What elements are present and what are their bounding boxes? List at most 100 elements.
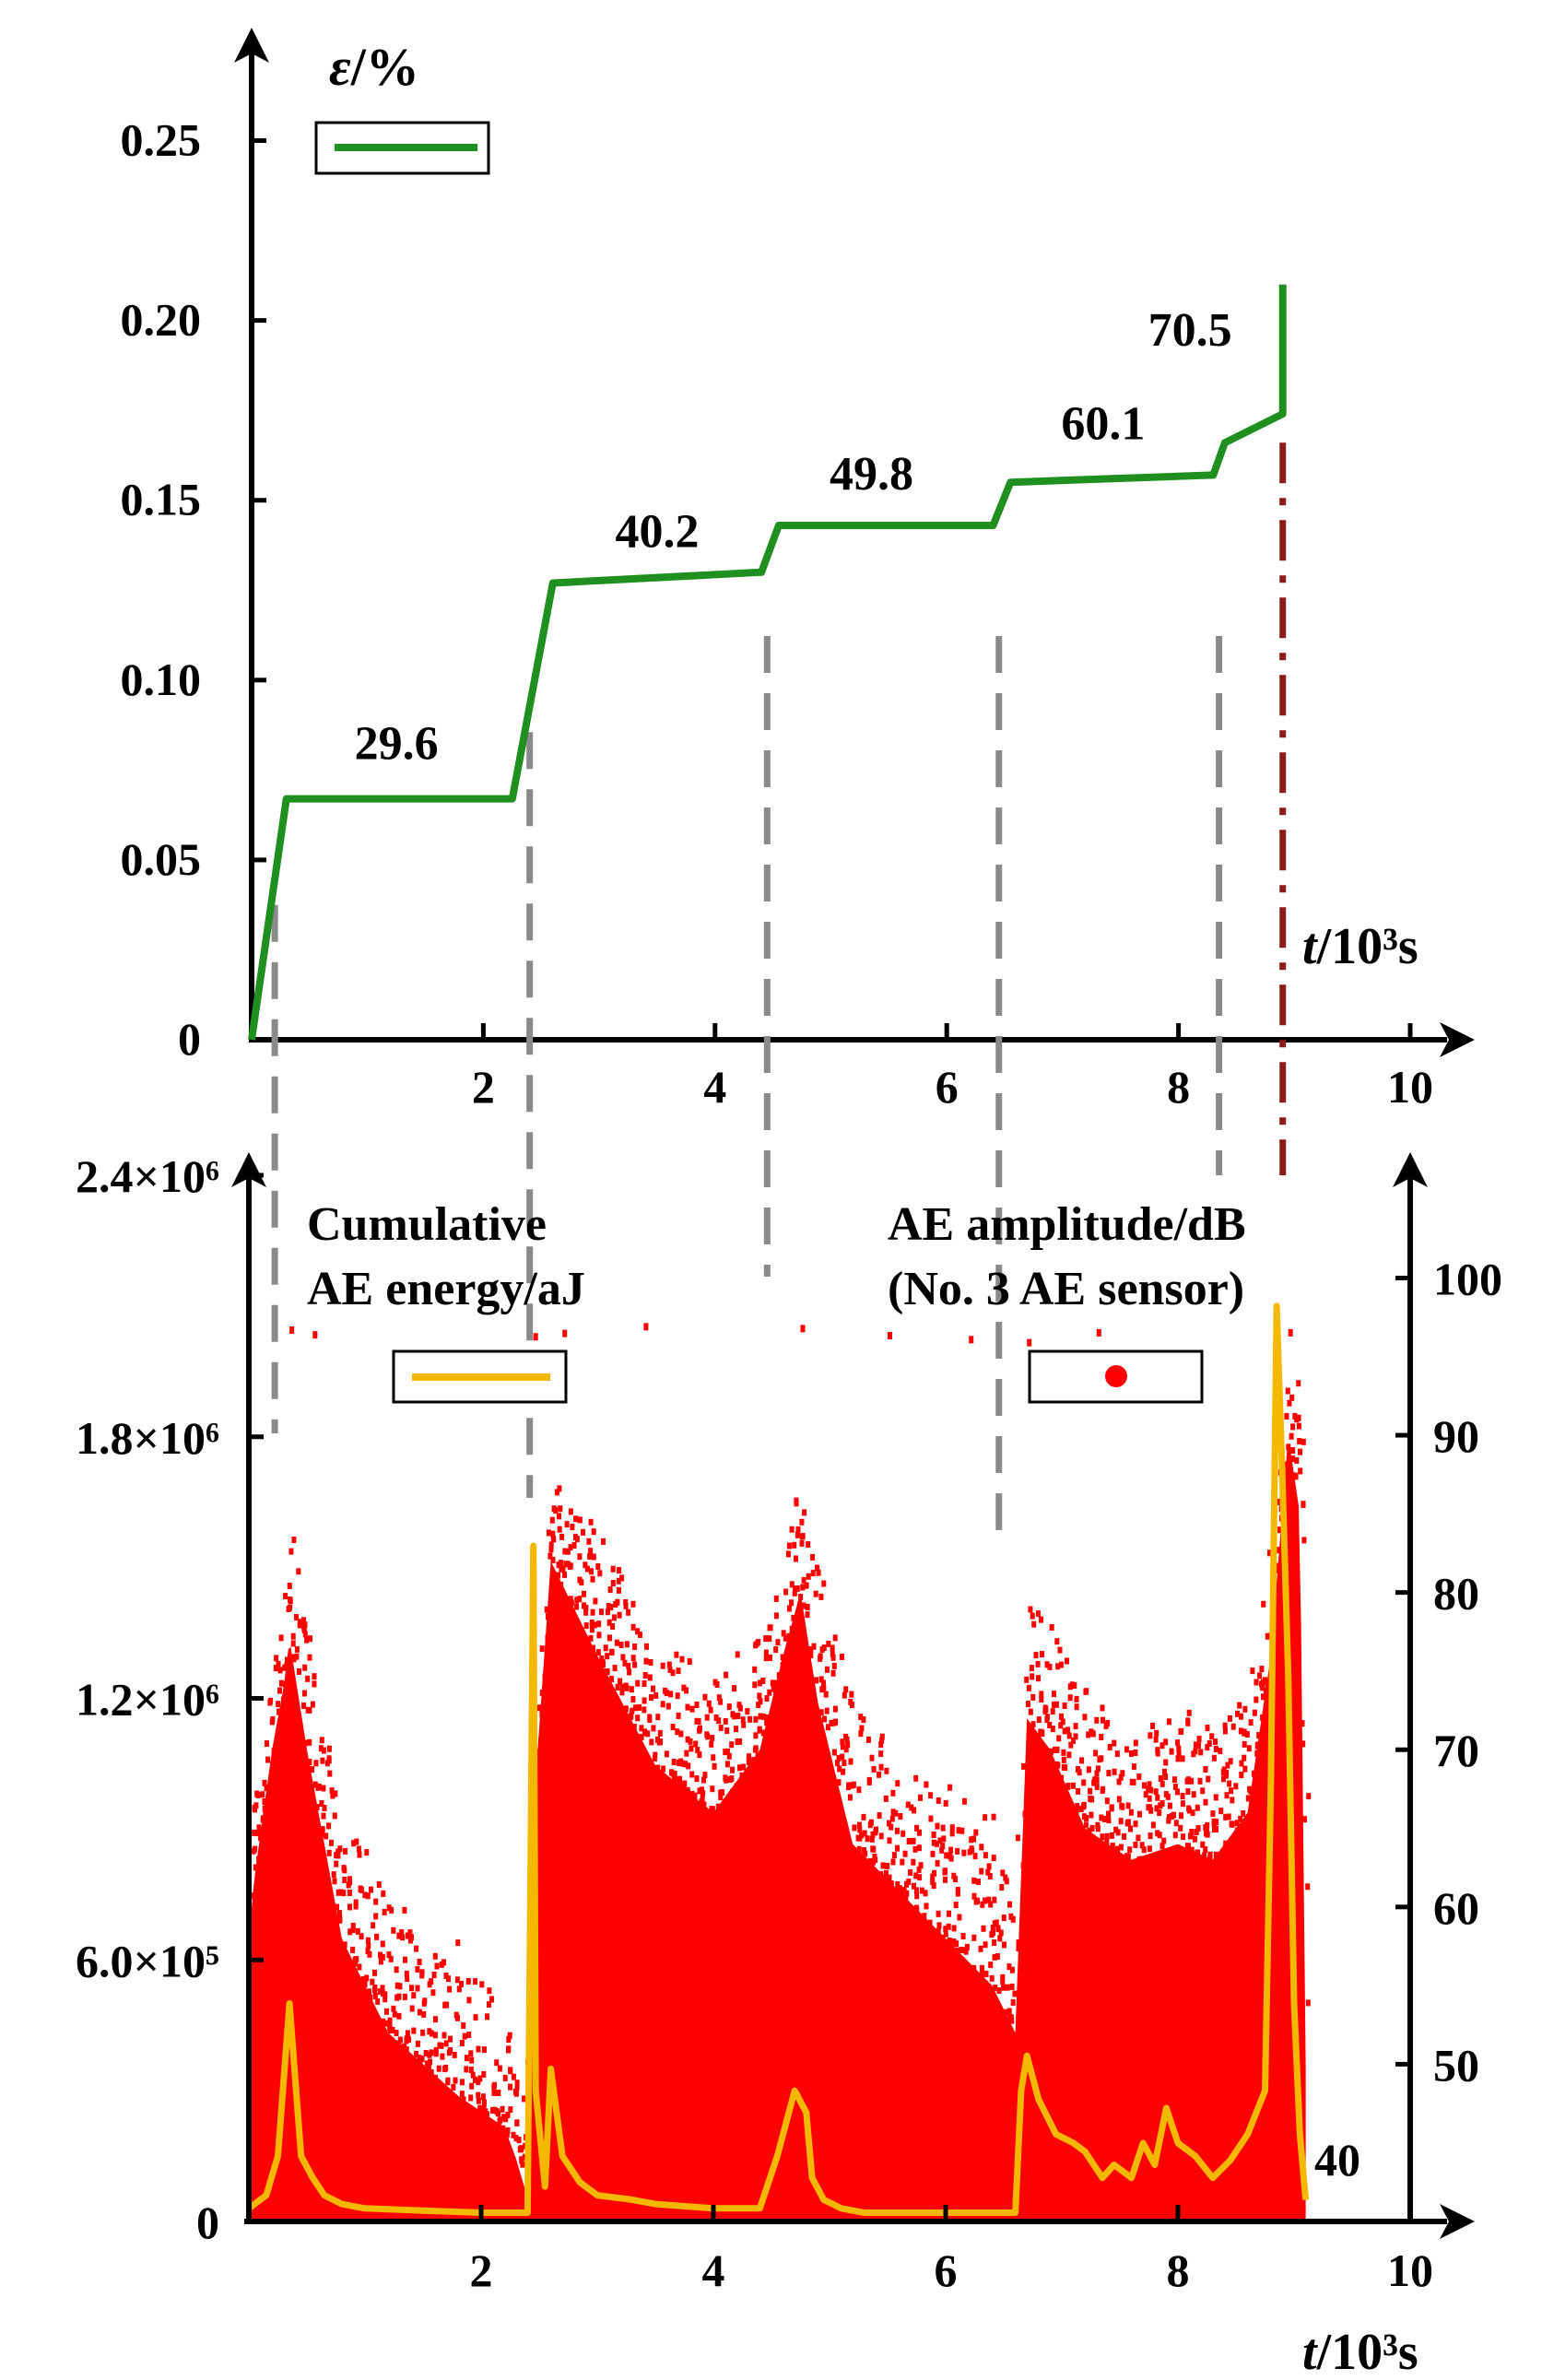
amplitude-point xyxy=(543,1672,548,1679)
amplitude-point xyxy=(1031,1620,1037,1628)
amplitude-point xyxy=(428,2058,432,2066)
amplitude-point xyxy=(689,1790,695,1797)
amplitude-point xyxy=(562,1571,567,1578)
amplitude-point xyxy=(1077,1769,1082,1776)
amplitude-point xyxy=(302,1690,307,1697)
amplitude-point xyxy=(551,1505,557,1513)
amplitude-point xyxy=(1207,1851,1213,1858)
amplitude-point xyxy=(713,1714,719,1721)
amplitude-point xyxy=(909,1804,914,1811)
amplitude-point xyxy=(781,1630,786,1637)
amplitude-point xyxy=(1267,1549,1272,1557)
amplitude-point xyxy=(1074,1703,1079,1711)
amplitude-point xyxy=(380,1940,385,1948)
amplitude-point xyxy=(1026,1684,1031,1691)
amplitude-point xyxy=(763,1735,769,1742)
amplitude-point xyxy=(421,2010,427,2018)
amplitude-point xyxy=(824,1707,830,1714)
amplitude-point xyxy=(1213,1746,1218,1752)
amplitude-point xyxy=(1136,1834,1141,1842)
amplitude-point xyxy=(1065,1657,1069,1665)
amplitude-point xyxy=(559,1582,564,1588)
amplitude-point xyxy=(986,1863,992,1870)
amplitude-point xyxy=(805,1611,810,1619)
amplitude-point xyxy=(1234,1827,1240,1834)
amplitude-point xyxy=(630,1623,636,1631)
amplitude-point xyxy=(676,1712,681,1719)
amplitude-point xyxy=(806,1573,811,1580)
amplitude-point xyxy=(981,1925,986,1932)
amplitude-point xyxy=(1186,1709,1192,1716)
amplitude-point xyxy=(834,1760,840,1767)
amplitude-point xyxy=(1054,1638,1060,1645)
amplitude-point xyxy=(588,1634,594,1642)
amplitude-point xyxy=(919,1887,924,1894)
amplitude-point xyxy=(724,1776,729,1784)
amplitude-point xyxy=(891,1852,897,1859)
amplitude-point xyxy=(689,1745,694,1752)
amplitude-point xyxy=(460,2079,465,2086)
amplitude-point xyxy=(800,1325,806,1333)
amplitude-point xyxy=(402,2043,407,2050)
amplitude-point xyxy=(592,1621,597,1629)
amplitude-point xyxy=(568,1508,573,1515)
amplitude-point xyxy=(419,1972,425,1979)
amplitude-point xyxy=(1238,1815,1243,1822)
amplitude-point xyxy=(858,1730,864,1738)
amplitude-point xyxy=(741,1763,747,1771)
amplitude-point xyxy=(1109,1804,1114,1811)
amplitude-point xyxy=(757,1679,762,1687)
amplitude-point xyxy=(505,2111,511,2118)
amplitude-point xyxy=(842,1760,847,1766)
amplitude-point xyxy=(764,1719,770,1726)
amplitude-point xyxy=(996,1987,1002,1994)
amplitude-point xyxy=(898,1813,903,1820)
amplitude-point xyxy=(1112,1768,1117,1775)
amplitude-point xyxy=(330,1792,335,1799)
amplitude-point xyxy=(960,1933,966,1939)
amplitude-point xyxy=(773,1646,779,1654)
amplitude-point xyxy=(1197,1777,1203,1785)
amplitude-point xyxy=(1030,1612,1035,1620)
amplitude-point xyxy=(1131,1779,1136,1785)
amplitude-y-tick-label: 70 xyxy=(1433,1725,1479,1776)
amplitude-point xyxy=(440,2053,445,2060)
amplitude-point xyxy=(874,1826,878,1833)
amplitude-point xyxy=(1180,1793,1185,1799)
amplitude-point xyxy=(453,2077,458,2084)
amplitude-point xyxy=(517,2146,523,2153)
amplitude-point xyxy=(1154,1805,1159,1812)
amplitude-point xyxy=(459,1981,464,1987)
amplitude-point xyxy=(763,1635,769,1643)
amplitude-point xyxy=(574,1596,580,1604)
amplitude-point xyxy=(382,1908,387,1915)
amplitude-point xyxy=(297,1668,301,1675)
amplitude-point xyxy=(879,1737,885,1744)
amplitude-point xyxy=(294,1614,299,1620)
amplitude-point xyxy=(371,1922,376,1929)
amplitude-point xyxy=(947,1910,951,1917)
amplitude-point xyxy=(593,1597,598,1605)
amplitude-point xyxy=(729,1741,735,1749)
amplitude-point xyxy=(459,2040,465,2046)
amplitude-point xyxy=(1224,1792,1230,1799)
amplitude-point xyxy=(1131,1763,1136,1771)
amplitude-point xyxy=(753,1732,759,1739)
amplitude-point xyxy=(482,2046,487,2054)
amplitude-point xyxy=(480,2093,486,2101)
amplitude-point xyxy=(805,1604,810,1610)
amplitude-point xyxy=(494,2108,500,2115)
ae-chart: 0 6.0×10⁵ 1.2×10⁶ 1.8×10⁶ 2.4×10⁶ 50 60 70 80 90… xyxy=(76,1150,1502,2380)
amplitude-point xyxy=(1277,1498,1282,1505)
amplitude-point xyxy=(589,1621,594,1629)
amplitude-point xyxy=(256,1824,262,1832)
amplitude-point xyxy=(760,1729,766,1737)
amplitude-point xyxy=(294,1653,300,1660)
amplitude-point xyxy=(310,1701,315,1708)
amplitude-point xyxy=(1094,1783,1100,1790)
amplitude-point xyxy=(947,1938,952,1944)
amplitude-point xyxy=(1243,1818,1249,1825)
amplitude-point xyxy=(347,1928,353,1936)
amplitude-point xyxy=(491,2089,497,2096)
amplitude-point xyxy=(282,1693,288,1701)
